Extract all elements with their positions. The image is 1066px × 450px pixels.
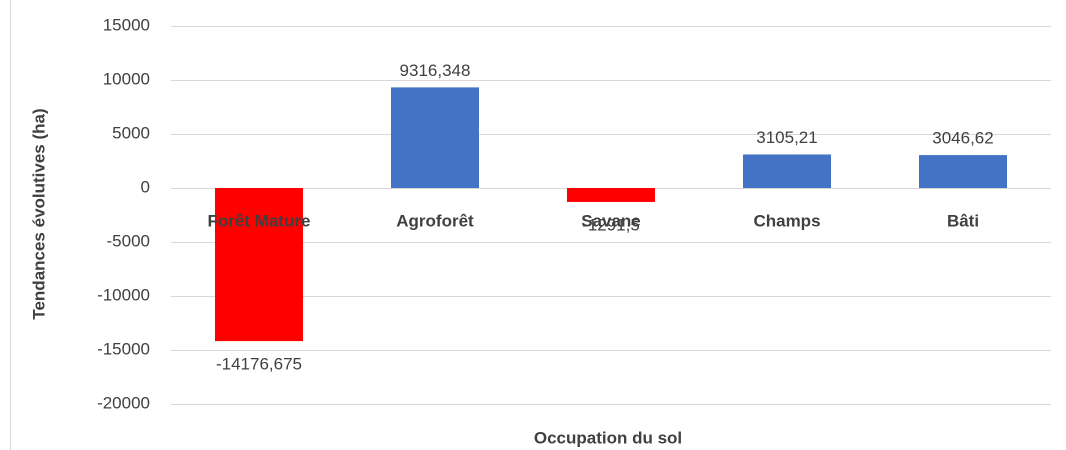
y-axis-title: Tendances évolutives (ha) [29,108,48,319]
data-label: 3105,21 [756,128,817,147]
y-tick-label: 5000 [112,123,150,142]
y-tick-label: 0 [141,177,150,196]
x-tick-label: Agroforêt [396,211,474,230]
y-tick-label: -5000 [107,231,150,250]
x-tick-label: Forêt Mature [208,211,311,230]
bar [919,155,1007,188]
data-label: 3046,62 [932,129,993,148]
data-label: -14176,675 [216,355,302,374]
chart-border [10,0,11,450]
bar [215,188,303,342]
data-label: 9316,348 [400,61,471,80]
x-axis-title: Occupation du sol [534,428,682,447]
x-tick-label: Bâti [947,211,979,230]
x-tick-label: Savane [581,211,641,230]
bar [391,87,479,188]
y-tick-label: 10000 [103,69,150,88]
bar [567,188,655,202]
bar [743,154,831,188]
y-tick-label: -10000 [97,285,150,304]
y-tick-label: -15000 [97,339,150,358]
x-tick-label: Champs [753,211,820,230]
y-tick-label: -20000 [97,393,150,412]
y-tick-label: 15000 [103,15,150,34]
data-label: -1291,5 [582,215,640,234]
